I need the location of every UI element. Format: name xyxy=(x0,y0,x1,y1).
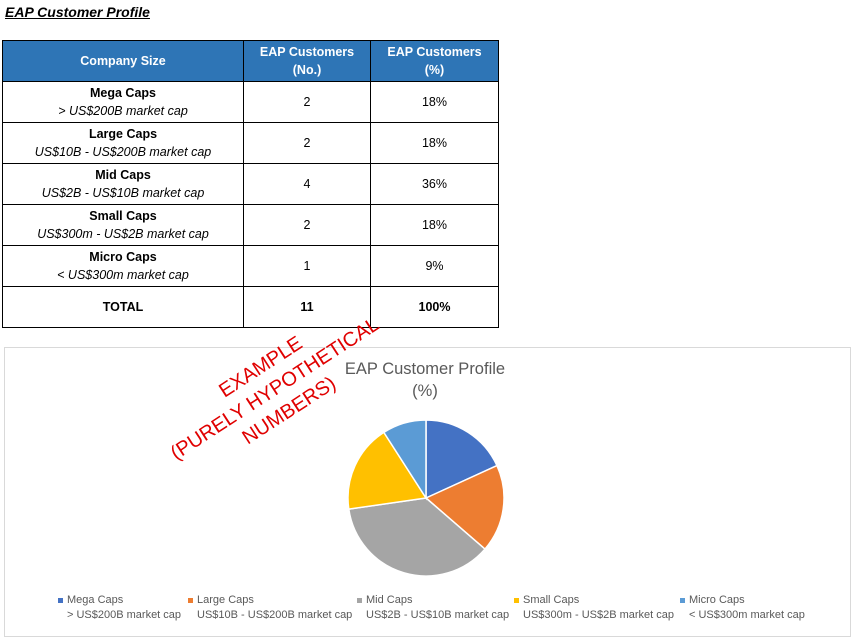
header-pct-line1: EAP Customers xyxy=(387,45,482,59)
pie-slice-small-caps xyxy=(347,431,428,510)
count-cell: 2 xyxy=(243,204,371,246)
size-name: Mega Caps xyxy=(90,86,156,100)
pct-cell: 18% xyxy=(370,122,499,164)
legend-label: Mid Caps xyxy=(366,594,413,606)
count-cell: 4 xyxy=(243,163,371,205)
table-row: Mega Caps > US$200B market cap 2 18% xyxy=(2,81,499,123)
company-size-cell: Micro Caps < US$300m market cap xyxy=(2,245,244,287)
legend-sublabel: US$300m - US$2B market cap xyxy=(523,609,675,621)
legend-label: Small Caps xyxy=(523,594,580,606)
count-cell: 2 xyxy=(243,81,371,123)
header-pct-line2: (%) xyxy=(424,63,445,77)
chart-title-block: EAP Customer Profile (%) xyxy=(300,358,550,402)
header-no-line2: (No.) xyxy=(292,63,322,77)
pct-cell: 18% xyxy=(370,204,499,246)
count-cell: 2 xyxy=(243,122,371,164)
legend-item: Mid Caps US$2B - US$10B market cap xyxy=(357,593,509,623)
legend-swatch xyxy=(357,597,362,603)
company-size-cell: Mid Caps US$2B - US$10B market cap xyxy=(2,163,244,205)
legend-label: Micro Caps xyxy=(689,594,745,606)
size-name: Micro Caps xyxy=(89,250,157,264)
header-no-line1: EAP Customers xyxy=(259,45,355,59)
legend-swatch xyxy=(188,597,193,603)
size-desc: > US$200B market cap xyxy=(58,104,188,118)
legend-sublabel: > US$200B market cap xyxy=(67,609,182,621)
chart-subtitle: (%) xyxy=(412,382,438,400)
pct-cell: 9% xyxy=(370,245,499,287)
customer-profile-table: Company Size EAP Customers (No.) EAP Cus… xyxy=(2,40,499,328)
size-desc: US$10B - US$200B market cap xyxy=(34,145,212,159)
total-label: TOTAL xyxy=(2,286,244,328)
table-total-row: TOTAL 11 100% xyxy=(2,286,499,328)
size-name: Large Caps xyxy=(88,127,158,141)
legend-swatch xyxy=(58,597,63,603)
pie-slice-mid-caps xyxy=(347,497,487,577)
page-title: EAP Customer Profile xyxy=(5,4,150,20)
pie-slice-micro-caps xyxy=(382,419,427,501)
size-desc: < US$300m market cap xyxy=(57,268,189,282)
size-desc: US$300m - US$2B market cap xyxy=(37,227,209,241)
total-pct: 100% xyxy=(370,286,499,328)
company-size-cell: Mega Caps > US$200B market cap xyxy=(2,81,244,123)
table-header-row: Company Size EAP Customers (No.) EAP Cus… xyxy=(2,40,499,82)
size-desc: US$2B - US$10B market cap xyxy=(41,186,205,200)
legend-item: Micro Caps < US$300m market cap xyxy=(680,593,805,623)
count-cell: 1 xyxy=(243,245,371,287)
pie-slice-mega-caps xyxy=(425,419,498,500)
header-eap-customers-no: EAP Customers (No.) xyxy=(243,40,371,82)
legend-label: Mega Caps xyxy=(67,594,124,606)
table-row: Small Caps US$300m - US$2B market cap 2 … xyxy=(2,204,499,246)
pie-slice-large-caps xyxy=(424,464,505,551)
legend-label: Large Caps xyxy=(197,594,254,606)
table-row: Mid Caps US$2B - US$10B market cap 4 36% xyxy=(2,163,499,205)
table-row: Large Caps US$10B - US$200B market cap 2… xyxy=(2,122,499,164)
legend-item: Small Caps US$300m - US$2B market cap xyxy=(514,593,674,623)
pct-cell: 18% xyxy=(370,81,499,123)
pie-chart xyxy=(347,419,505,577)
legend-sublabel: US$2B - US$10B market cap xyxy=(366,609,510,621)
company-size-cell: Small Caps US$300m - US$2B market cap xyxy=(2,204,244,246)
header-company-size: Company Size xyxy=(2,40,244,82)
legend-item: Large Caps US$10B - US$200B market cap xyxy=(188,593,352,623)
legend-sublabel: US$10B - US$200B market cap xyxy=(197,609,353,621)
company-size-cell: Large Caps US$10B - US$200B market cap xyxy=(2,122,244,164)
legend-swatch xyxy=(514,597,519,603)
legend-sublabel: < US$300m market cap xyxy=(689,609,805,621)
pct-cell: 36% xyxy=(370,163,499,205)
table-row: Micro Caps < US$300m market cap 1 9% xyxy=(2,245,499,287)
size-name: Mid Caps xyxy=(95,168,151,182)
header-eap-customers-pct: EAP Customers (%) xyxy=(370,40,499,82)
legend-item: Mega Caps > US$200B market cap xyxy=(58,593,181,623)
chart-title: EAP Customer Profile xyxy=(344,360,506,378)
size-name: Small Caps xyxy=(89,209,157,223)
legend-swatch xyxy=(680,597,685,603)
